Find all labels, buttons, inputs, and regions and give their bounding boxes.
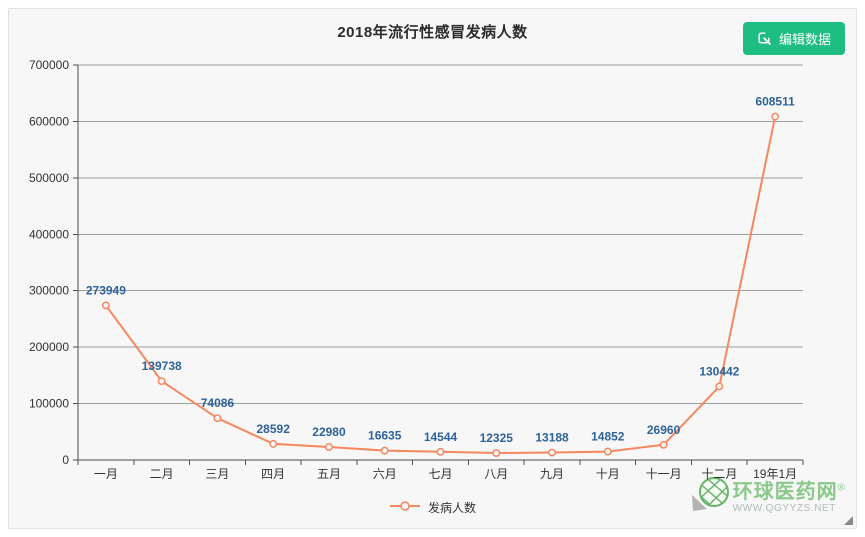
x-tick-label: 五月 (317, 467, 341, 481)
data-label: 26960 (647, 423, 681, 437)
data-point-marker[interactable] (380, 446, 389, 455)
data-point-marker[interactable] (436, 447, 445, 456)
watermark-url: WWW.QGYYZS.NET (732, 502, 837, 514)
x-tick-label: 九月 (540, 467, 564, 481)
y-tick-label: 600000 (29, 114, 69, 128)
watermark-site-name: 环球医药网® (732, 480, 846, 503)
edit-data-button[interactable]: 编辑数据 (742, 22, 845, 55)
data-label: 22980 (312, 425, 346, 439)
edit-button-label: 编辑数据 (778, 32, 831, 47)
data-point-marker[interactable] (157, 377, 166, 386)
x-tick-label: 六月 (373, 467, 397, 481)
data-label: 139738 (142, 359, 182, 373)
resize-handle[interactable] (844, 516, 853, 525)
y-tick-label: 500000 (29, 171, 69, 185)
x-tick-label: 十月 (596, 467, 620, 481)
chart-panel: 2018年流行性感冒发病人数 编辑数据 发病人数 (8, 8, 857, 529)
legend-item-series[interactable]: 发病人数 (9, 499, 856, 516)
registered-mark: ® (837, 481, 846, 493)
data-label: 74086 (201, 396, 235, 410)
data-label: 14852 (591, 430, 625, 444)
x-tick-label: 七月 (428, 467, 452, 481)
data-label: 273949 (86, 283, 126, 297)
data-point-marker[interactable] (603, 447, 612, 456)
data-point-marker[interactable] (659, 440, 668, 449)
data-point-marker[interactable] (548, 448, 556, 457)
x-tick-label: 19年1月 (753, 467, 797, 481)
x-tick-label: 四月 (261, 467, 285, 481)
x-tick-label: 八月 (484, 467, 508, 481)
y-tick-label: 700000 (29, 58, 69, 72)
watermark-text: 环球医药网® WWW.QGYYZS.NET (733, 482, 846, 514)
data-point-marker[interactable] (492, 449, 501, 457)
x-tick-label: 十二月 (701, 467, 737, 481)
y-tick-label: 100000 (29, 397, 69, 411)
data-point-marker[interactable] (771, 112, 780, 121)
chart-title: 2018年流行性感冒发病人数 (337, 24, 528, 41)
legend-label: 发病人数 (427, 501, 476, 515)
globe-icon (689, 475, 731, 520)
x-tick-label: 一月 (94, 467, 118, 481)
data-label: 12325 (480, 431, 514, 445)
data-point-marker[interactable] (269, 439, 278, 448)
data-point-marker[interactable] (101, 301, 110, 310)
data-label: 28592 (257, 422, 291, 436)
y-tick-label: 0 (62, 453, 69, 467)
data-label: 13188 (535, 431, 569, 445)
data-point-marker[interactable] (213, 414, 222, 423)
data-label: 608511 (755, 95, 795, 109)
y-tick-label: 300000 (29, 284, 69, 298)
data-label: 16635 (368, 429, 402, 443)
x-tick-label: 二月 (150, 467, 174, 481)
y-tick-label: 200000 (29, 340, 69, 354)
data-point-marker[interactable] (715, 382, 724, 391)
data-point-marker[interactable] (325, 443, 333, 451)
data-label: 130442 (699, 364, 739, 378)
x-tick-label: 十一月 (646, 467, 682, 481)
x-tick-label: 三月 (205, 467, 229, 481)
edit-icon (757, 31, 772, 46)
legend-line-marker-icon (389, 500, 421, 515)
data-label: 14544 (424, 430, 458, 444)
watermark: 环球医药网® WWW.QGYYZS.NET (689, 475, 846, 520)
y-tick-label: 400000 (29, 227, 69, 241)
